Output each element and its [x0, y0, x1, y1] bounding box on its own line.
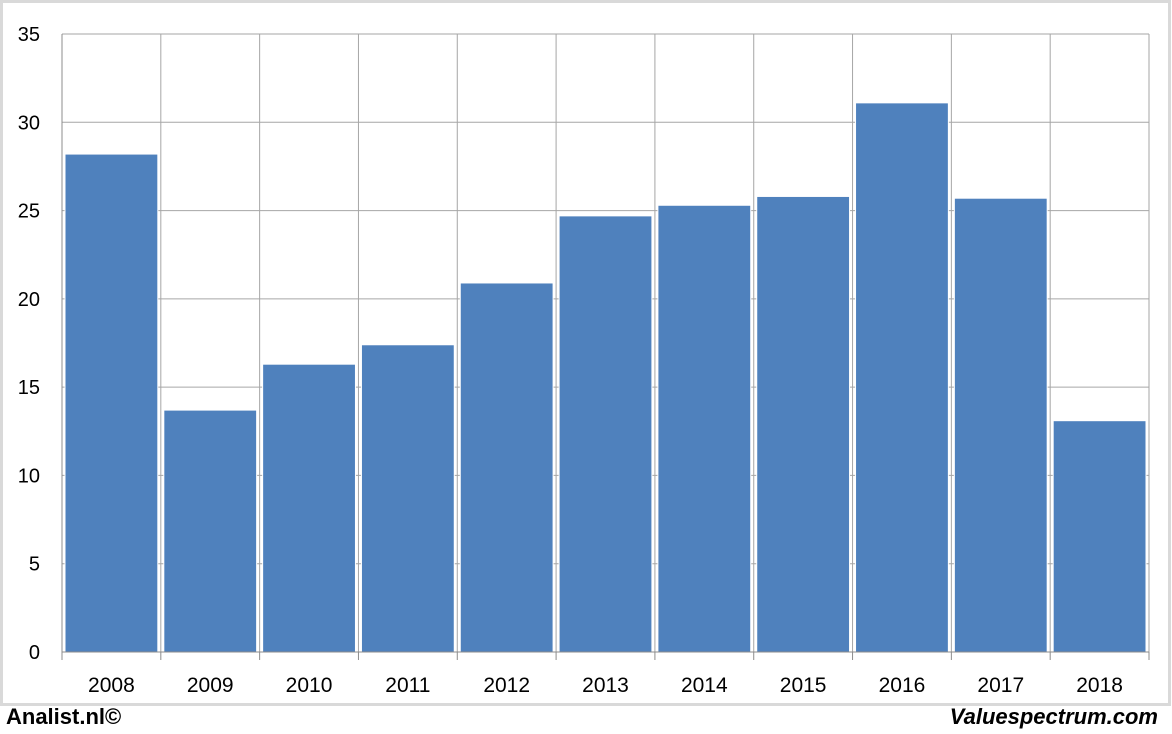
x-tick-label: 2009: [187, 674, 234, 697]
x-tick-label: 2016: [879, 674, 926, 697]
y-tick-label: 20: [18, 289, 40, 311]
x-tick-label: 2011: [385, 674, 430, 697]
y-tick-label: 30: [18, 112, 40, 134]
bar-2010: [262, 363, 356, 653]
bar-2015: [756, 195, 851, 653]
bar-2018: [1052, 420, 1147, 653]
x-tick-label: 2010: [286, 674, 333, 697]
bar-2008: [64, 153, 159, 653]
footer-source-label: Analist.nl©: [6, 704, 122, 729]
y-tick-label: 25: [18, 201, 40, 223]
y-tick-label: 15: [18, 377, 40, 399]
bar-2011: [360, 344, 455, 653]
x-tick-label: 2008: [88, 674, 135, 697]
bar-2013: [558, 215, 653, 653]
chart-border: [0, 0, 1171, 706]
y-tick-label: 5: [29, 554, 40, 576]
bar-2009: [163, 409, 258, 653]
y-tick-label: 35: [18, 24, 40, 46]
bar-2017: [953, 197, 1048, 653]
y-tick-label: 10: [18, 465, 40, 487]
bar-2016: [855, 102, 949, 653]
x-tick-label: 2012: [483, 674, 530, 697]
bar-2014: [657, 204, 752, 653]
x-tick-label: 2014: [681, 674, 728, 697]
x-tick-label: 2015: [780, 674, 827, 697]
x-tick-label: 2013: [582, 674, 629, 697]
x-tick-label: 2018: [1076, 674, 1123, 697]
x-tick-label: 2017: [977, 674, 1024, 697]
footer-website-label: Valuespectrum.com: [949, 704, 1158, 729]
y-tick-label: 0: [29, 642, 40, 664]
bar-2012: [459, 282, 554, 653]
